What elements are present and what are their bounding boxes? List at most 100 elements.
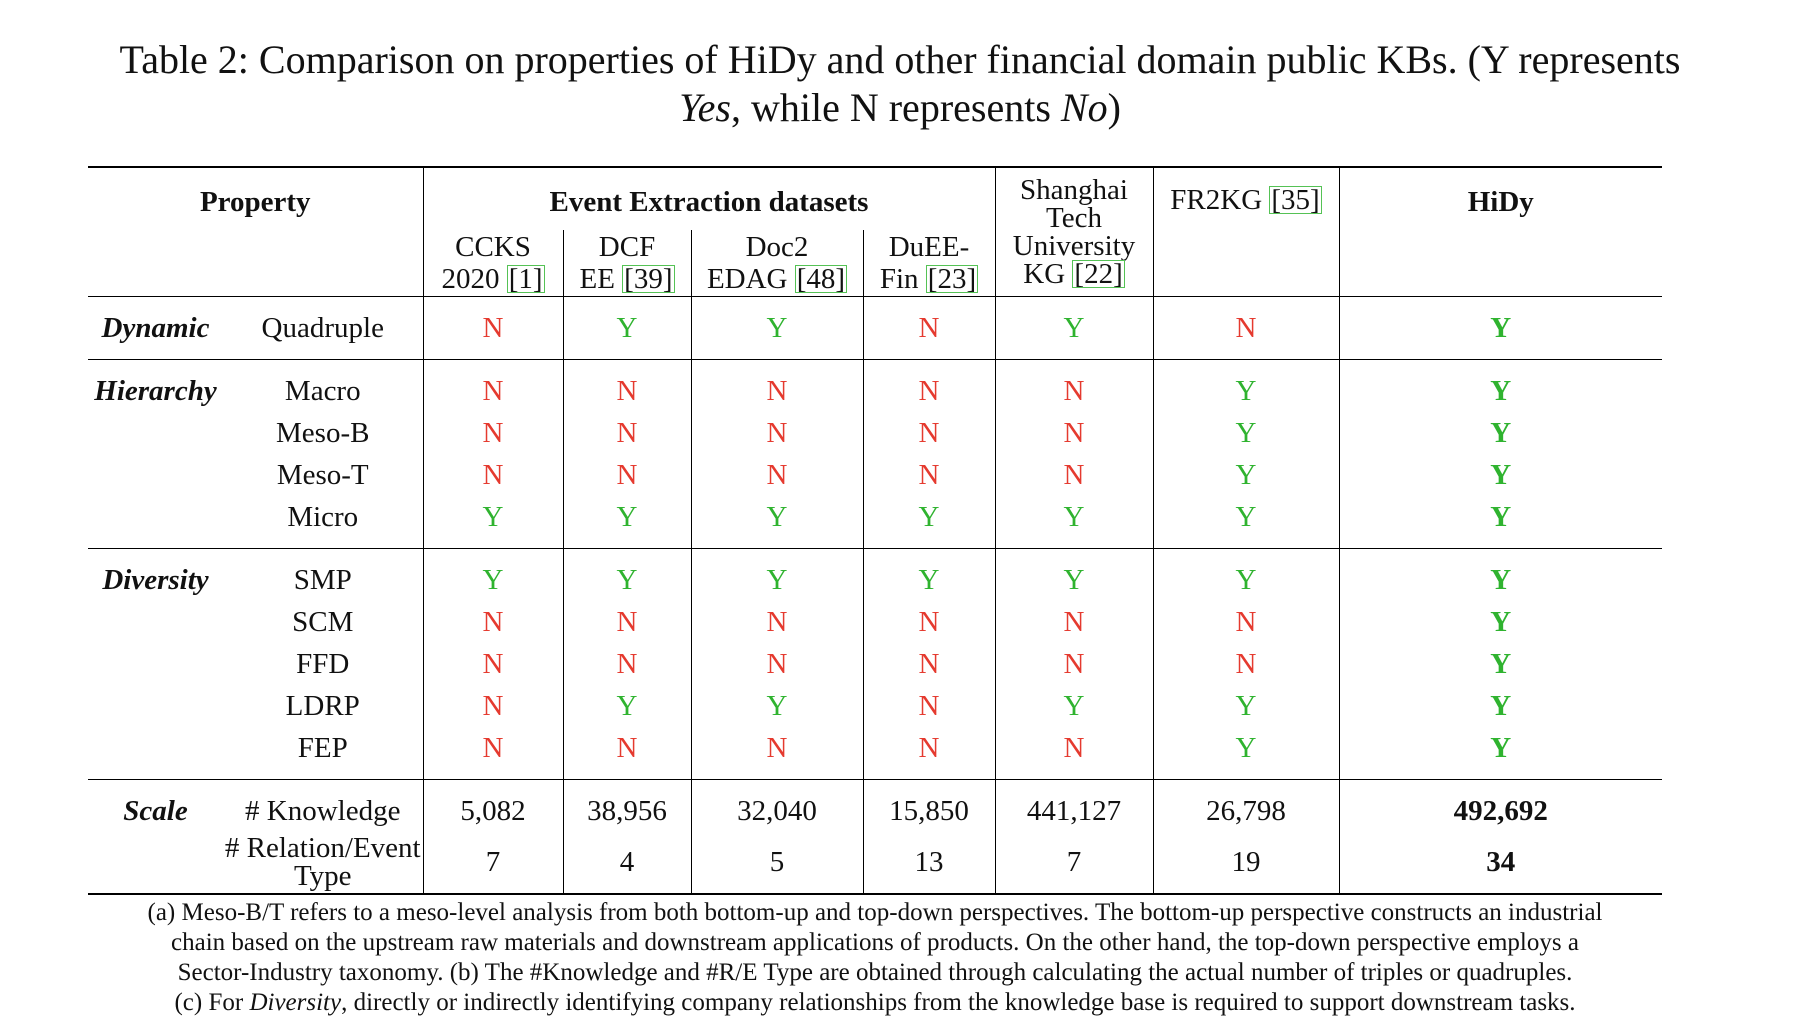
value-cell: N [422, 726, 563, 769]
comparison-table: Property Event Extraction datasets Shang… [88, 166, 1662, 896]
group-label: Hierarchy [94, 374, 217, 407]
value-cell: N [422, 642, 563, 685]
value-cell: 7 [422, 831, 563, 894]
table-row: Meso-T N N N N N Y Y [88, 453, 1662, 496]
value-cell: N [422, 684, 563, 727]
group-label [88, 727, 223, 769]
header-col-doc2edag: Doc2 EDAG [48] [690, 230, 863, 296]
value-cell: N [690, 411, 863, 454]
group-scale: Scale # Knowledge 5,082 38,956 32,040 15,850 4… [88, 789, 1662, 894]
property-name: Micro [287, 500, 359, 533]
property-name: FEP [297, 731, 348, 764]
hidy-value-cell: Y [1338, 726, 1662, 769]
table-caption: Table 2: Comparison on properties of HiD… [40, 36, 1760, 132]
property-name: # Relation/Event Type [223, 832, 423, 894]
value-cell: Y [1152, 411, 1339, 454]
group-label [88, 496, 223, 538]
group-label: Diversity [102, 563, 209, 596]
hidy-value-cell: Y [1338, 558, 1662, 601]
table-row: Micro Y Y Y Y Y Y Y [88, 495, 1662, 538]
property-name-line: # Relation/Event [224, 832, 421, 864]
citation-link[interactable]: [1] [506, 262, 545, 295]
value-cell: 5,082 [422, 789, 563, 832]
header-property: Property [199, 186, 311, 218]
hidy-value-cell: Y [1338, 411, 1662, 454]
property-name: # Knowledge [245, 794, 401, 827]
header-event-group: Event Extraction datasets [422, 168, 995, 230]
value-cell: N [422, 453, 563, 496]
property-name: LDRP [285, 689, 360, 722]
value-cell: Y [862, 558, 995, 601]
value-cell: N [690, 453, 863, 496]
header-row-1: Property Event Extraction datasets Shang… [88, 168, 1662, 296]
header-col-dcfee: DCF EE [39] [562, 230, 691, 296]
property-name: SMP [293, 563, 352, 596]
property-name: Meso-T [276, 458, 369, 491]
hidy-value-cell: Y [1338, 600, 1662, 643]
value-cell: 441,127 [994, 789, 1153, 832]
value-cell: Y [422, 558, 563, 601]
value-cell: N [422, 369, 563, 412]
value-cell: N [994, 642, 1153, 685]
table-row: Dynamic Quadruple N Y Y N Y N Y [88, 306, 1662, 349]
property-name: SCM [292, 605, 354, 638]
value-cell: Y [994, 495, 1153, 538]
group-label-empty [88, 832, 223, 894]
group-label [88, 454, 223, 496]
value-cell: 7 [994, 831, 1153, 894]
value-cell: N [690, 600, 863, 643]
value-cell: Y [994, 684, 1153, 727]
citation-link[interactable]: [35] [1269, 184, 1322, 216]
header-col-ccks: CCKS 2020 [1] [422, 230, 563, 296]
hidy-value-cell: Y [1338, 453, 1662, 496]
value-cell: N [422, 600, 563, 643]
group-label [88, 685, 223, 727]
value-cell: Y [1152, 726, 1339, 769]
property-name: Meso-B [276, 416, 370, 449]
value-cell: N [562, 369, 691, 412]
value-cell: Y [562, 495, 691, 538]
group-label [88, 601, 223, 643]
hidy-value-cell: 34 [1338, 831, 1662, 894]
rule-after-dynamic [88, 358, 1662, 360]
property-name: FFD [296, 647, 350, 680]
value-cell: 19 [1152, 831, 1339, 894]
header-row-2: CCKS 2020 [1] DCF EE [39] Doc2 EDAG [48] Du… [88, 230, 1662, 296]
group-label [88, 412, 223, 454]
rule-after-hierarchy [88, 547, 1662, 549]
citation-link[interactable]: [39] [622, 262, 675, 295]
value-cell: Y [422, 495, 563, 538]
value-cell: 26,798 [1152, 789, 1339, 832]
table-row: # Relation/Event Type 7 4 5 13 7 19 34 [88, 831, 1662, 894]
caption-line-1: Table 2: Comparison on properties of HiD… [119, 37, 1681, 82]
value-cell: Y [690, 306, 863, 349]
footnote-line-3: Sector-Industry taxonomy. (b) The #Knowl… [177, 959, 1573, 986]
value-cell: N [994, 411, 1153, 454]
bottom-rule [88, 892, 1662, 896]
table-row: LDRP N Y Y N Y Y Y [88, 684, 1662, 727]
header-hidy: HiDy [1338, 168, 1662, 296]
value-cell: N [994, 369, 1153, 412]
table-row: FEP N N N N N Y Y [88, 726, 1662, 769]
rule-after-header [88, 295, 1662, 297]
group-hierarchy: Hierarchy Macro N N N N N Y Y Meso-B N N N N N Y Y Meso-T… [88, 369, 1662, 538]
caption-line-2: Yes, while N represents No) [40, 84, 1760, 132]
value-cell: N [994, 726, 1153, 769]
footnote-line-2: chain based on the upstream raw material… [171, 929, 1579, 956]
value-cell: 5 [690, 831, 863, 894]
caption-no-word: No [1060, 85, 1108, 130]
value-cell: N [562, 453, 691, 496]
hidy-value-cell: Y [1338, 495, 1662, 538]
citation-link[interactable]: [23] [925, 262, 979, 295]
value-cell: 38,956 [562, 789, 691, 832]
value-cell: N [422, 411, 563, 454]
citation-link[interactable]: [48] [794, 262, 848, 295]
citation-link[interactable]: [22] [1072, 257, 1125, 290]
rule-after-diversity [88, 778, 1662, 780]
table-row: Diversity SMP Y Y Y Y Y Y Y [88, 558, 1662, 601]
hidy-value-cell: Y [1338, 642, 1662, 685]
table-row: Hierarchy Macro N N N N N Y Y [88, 369, 1662, 412]
value-cell: N [994, 453, 1153, 496]
value-cell: N [862, 642, 995, 685]
property-name-line: Type [293, 860, 352, 892]
